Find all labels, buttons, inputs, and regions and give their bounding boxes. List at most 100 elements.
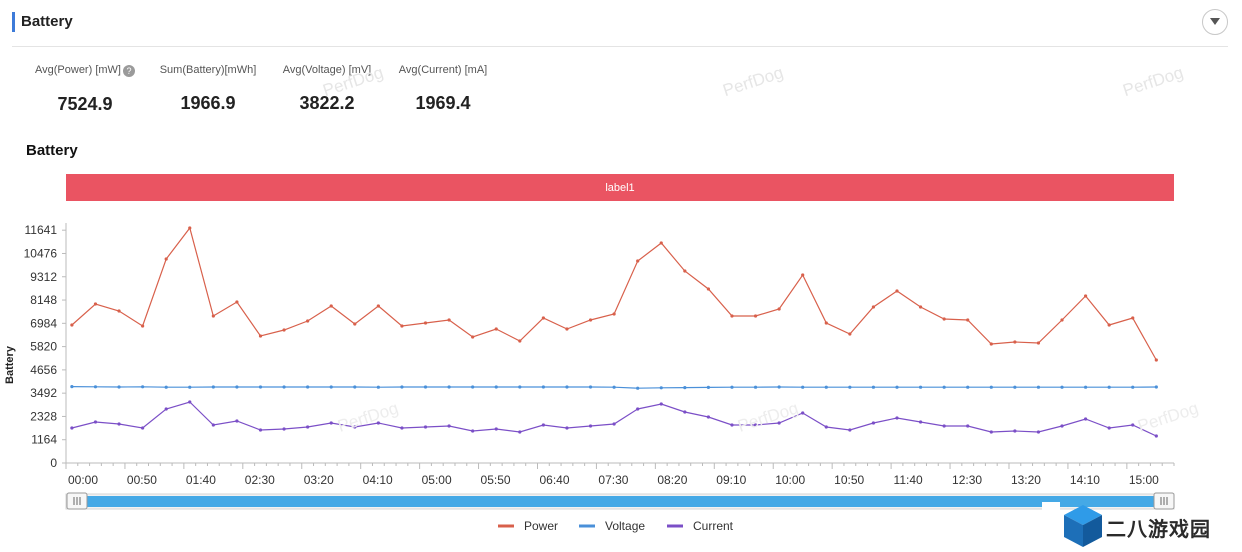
- data-point-power: [353, 322, 357, 326]
- help-icon[interactable]: ?: [122, 65, 135, 77]
- data-point-voltage: [494, 385, 498, 389]
- stat-value: 3822.2: [299, 93, 355, 113]
- data-point-power: [588, 318, 593, 322]
- data-point-power: [188, 226, 192, 230]
- label-band-text: label1: [605, 182, 634, 194]
- data-point-current: [565, 426, 569, 430]
- legend-label: Current: [693, 519, 734, 533]
- data-point-voltage: [117, 385, 121, 389]
- data-point-power: [1036, 341, 1041, 345]
- data-point-current: [730, 423, 734, 427]
- data-point-current: [801, 411, 805, 415]
- stat-avg-current: Avg(Current) [mA] 1969.4: [394, 64, 492, 114]
- collapse-button[interactable]: [1202, 9, 1228, 35]
- data-point-voltage: [306, 385, 310, 389]
- data-point-voltage: [423, 385, 428, 389]
- data-point-voltage: [1107, 385, 1111, 389]
- legend-item-power[interactable]: Power: [498, 519, 558, 533]
- zoom-slider[interactable]: [65, 492, 1175, 510]
- x-tick-label: 07:30: [598, 473, 628, 487]
- x-tick-label: 05:50: [481, 473, 511, 487]
- data-point-power: [1131, 316, 1135, 320]
- data-point-voltage: [753, 385, 758, 389]
- stat-label: Avg(Current) [mA]: [398, 64, 488, 76]
- watermark: PerfDog: [1135, 398, 1200, 435]
- data-point-current: [117, 422, 121, 426]
- data-point-voltage: [706, 385, 711, 389]
- data-point-current: [1060, 424, 1064, 428]
- data-point-voltage: [777, 385, 781, 389]
- data-point-power: [801, 273, 805, 277]
- stat-avg-power: Avg(Power) [mW]? 7524.9: [30, 64, 140, 115]
- slider-range[interactable]: [76, 496, 1166, 507]
- data-point-voltage: [235, 385, 239, 389]
- section-title: Battery: [21, 13, 73, 30]
- data-point-power: [518, 339, 522, 343]
- data-point-current: [989, 430, 993, 434]
- data-point-current: [1013, 429, 1017, 433]
- data-point-power: [423, 321, 428, 325]
- grip-icon: [1160, 497, 1168, 505]
- data-point-voltage: [329, 385, 333, 389]
- section-accent-bar: [12, 12, 15, 32]
- data-point-current: [1154, 434, 1158, 438]
- x-tick-label: 02:30: [245, 473, 275, 487]
- data-point-current: [447, 424, 451, 428]
- data-point-power: [164, 257, 168, 261]
- data-point-current: [1036, 430, 1041, 434]
- legend-item-current[interactable]: Current: [667, 519, 734, 533]
- y-tick-label: 2328: [30, 409, 57, 423]
- x-tick-label: 15:00: [1129, 473, 1159, 487]
- section-header: Battery: [12, 6, 1228, 47]
- data-point-power: [494, 327, 498, 331]
- watermark: PerfDog: [735, 398, 800, 435]
- data-point-voltage: [282, 385, 286, 389]
- data-point-voltage: [1083, 385, 1088, 389]
- data-point-power: [942, 317, 946, 321]
- y-tick-label: 10476: [24, 246, 58, 260]
- data-point-current: [636, 407, 640, 411]
- data-point-voltage: [164, 385, 168, 389]
- data-point-current: [376, 421, 380, 425]
- stat-label: Avg(Power) [mW]: [35, 64, 121, 76]
- data-point-voltage: [188, 385, 192, 389]
- data-point-power: [1083, 294, 1088, 298]
- x-tick-label: 13:20: [1011, 473, 1041, 487]
- data-point-power: [329, 304, 333, 308]
- data-point-power: [659, 241, 663, 245]
- data-point-power: [824, 321, 828, 325]
- data-point-power: [117, 309, 121, 313]
- data-point-voltage: [801, 385, 805, 389]
- data-point-current: [541, 423, 545, 427]
- data-point-current: [1107, 426, 1111, 430]
- chart-title: Battery: [26, 142, 78, 159]
- data-point-voltage: [942, 385, 946, 389]
- data-point-current: [164, 407, 168, 411]
- data-point-current: [753, 423, 758, 427]
- x-tick-label: 10:00: [775, 473, 805, 487]
- data-point-current: [141, 426, 145, 430]
- logo-text: 二八游戏园: [1106, 519, 1211, 541]
- x-tick-label: 04:10: [363, 473, 393, 487]
- data-point-current: [471, 429, 475, 433]
- data-point-power: [306, 319, 310, 323]
- data-point-power: [1060, 318, 1064, 322]
- data-point-power: [565, 327, 569, 331]
- data-point-voltage: [989, 385, 993, 389]
- data-point-current: [848, 428, 852, 432]
- data-point-power: [848, 332, 852, 336]
- data-point-voltage: [918, 385, 923, 389]
- data-point-power: [683, 269, 687, 273]
- x-tick-label: 03:20: [304, 473, 334, 487]
- stat-label: Avg(Voltage) [mV]: [282, 64, 372, 76]
- data-point-power: [730, 314, 734, 318]
- data-point-power: [989, 342, 993, 346]
- data-point-voltage: [541, 385, 545, 389]
- y-tick-label: 11641: [25, 223, 58, 237]
- data-point-current: [306, 425, 310, 429]
- data-point-current: [211, 423, 215, 427]
- data-point-current: [70, 426, 74, 430]
- grip-icon: [73, 497, 81, 505]
- data-point-current: [400, 426, 404, 430]
- legend-item-voltage[interactable]: Voltage: [579, 519, 645, 533]
